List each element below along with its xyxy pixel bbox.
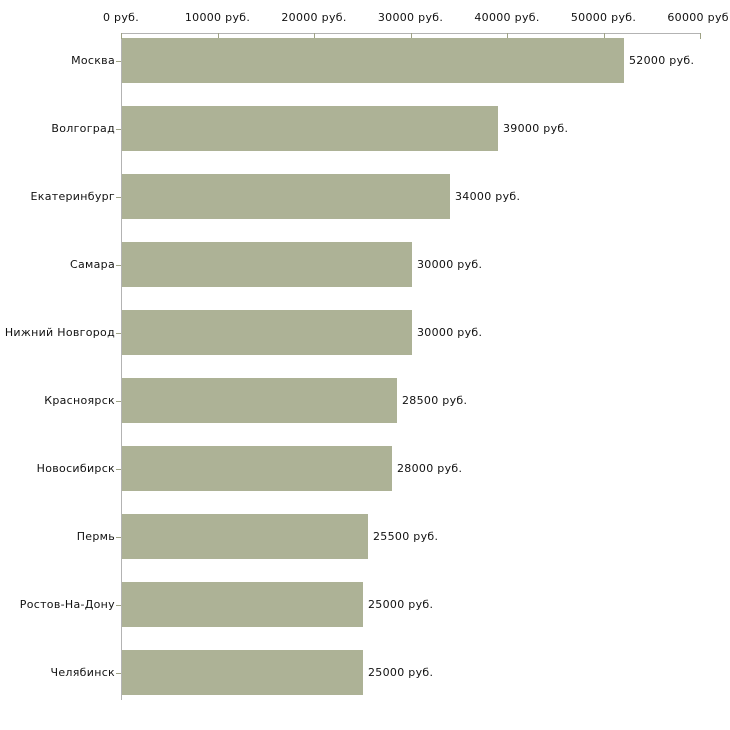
x-axis-tick-label: 10000 руб. bbox=[184, 11, 251, 24]
x-axis-tick-label: 40000 руб. bbox=[474, 11, 540, 24]
x-axis-tick bbox=[700, 33, 701, 39]
y-axis-tick bbox=[116, 673, 121, 674]
category-label: Москва bbox=[71, 53, 115, 67]
bar[interactable] bbox=[122, 650, 363, 695]
x-axis-tick-label: 30000 руб. bbox=[377, 11, 444, 24]
y-axis-tick bbox=[116, 537, 121, 538]
category-label: Самара bbox=[70, 257, 115, 271]
category-label: Челябинск bbox=[50, 665, 115, 679]
y-axis-tick bbox=[116, 197, 121, 198]
bar-value-label: 30000 руб. bbox=[417, 257, 483, 271]
bar[interactable] bbox=[122, 310, 412, 355]
x-axis-tick-label: 60000 руб. bbox=[667, 11, 730, 24]
category-label: Ростов-На-Дону bbox=[19, 597, 115, 611]
x-axis-tick bbox=[410, 33, 412, 39]
y-axis-tick bbox=[116, 333, 121, 334]
bar-value-label: 28500 руб. bbox=[402, 393, 468, 407]
bar[interactable] bbox=[122, 174, 450, 219]
bar[interactable] bbox=[122, 106, 498, 151]
y-axis-tick bbox=[116, 401, 121, 402]
y-axis-tick bbox=[116, 129, 121, 130]
y-axis-tick bbox=[116, 265, 121, 266]
x-axis-tick bbox=[217, 33, 219, 39]
x-axis-tick bbox=[121, 33, 122, 39]
bar[interactable] bbox=[122, 38, 624, 83]
category-label: Волгоград bbox=[51, 121, 115, 135]
category-label: Красноярск bbox=[44, 393, 115, 407]
y-axis-tick bbox=[116, 61, 121, 62]
category-label: Пермь bbox=[76, 529, 115, 543]
x-axis-tick bbox=[314, 33, 315, 39]
bar-value-label: 28000 руб. bbox=[397, 461, 463, 475]
y-axis-line bbox=[121, 33, 122, 700]
category-label: Нижний Новгород bbox=[4, 325, 115, 339]
x-axis-tick-label: 50000 руб. bbox=[570, 11, 637, 24]
x-axis-tick-label: 20000 руб. bbox=[281, 11, 347, 24]
bar[interactable] bbox=[122, 446, 392, 491]
category-label: Новосибирск bbox=[36, 461, 115, 475]
x-axis-tick-label: 0 руб. bbox=[102, 11, 140, 24]
bar[interactable] bbox=[122, 582, 363, 627]
bar[interactable] bbox=[122, 514, 368, 559]
x-axis-tick bbox=[507, 33, 508, 39]
y-axis-tick bbox=[116, 469, 121, 470]
bar-value-label: 25000 руб. bbox=[368, 597, 434, 611]
bar-value-label: 34000 руб. bbox=[455, 189, 521, 203]
bar-value-label: 25500 руб. bbox=[373, 529, 439, 543]
x-axis-tick bbox=[603, 33, 605, 39]
y-axis-tick bbox=[116, 605, 121, 606]
bar[interactable] bbox=[122, 242, 412, 287]
bar-value-label: 30000 руб. bbox=[417, 325, 483, 339]
category-label: Екатеринбург bbox=[30, 189, 115, 203]
bar-value-label: 25000 руб. bbox=[368, 665, 434, 679]
bar-value-label: 52000 руб. bbox=[629, 53, 695, 67]
bar-value-label: 39000 руб. bbox=[503, 121, 569, 135]
bar[interactable] bbox=[122, 378, 397, 423]
